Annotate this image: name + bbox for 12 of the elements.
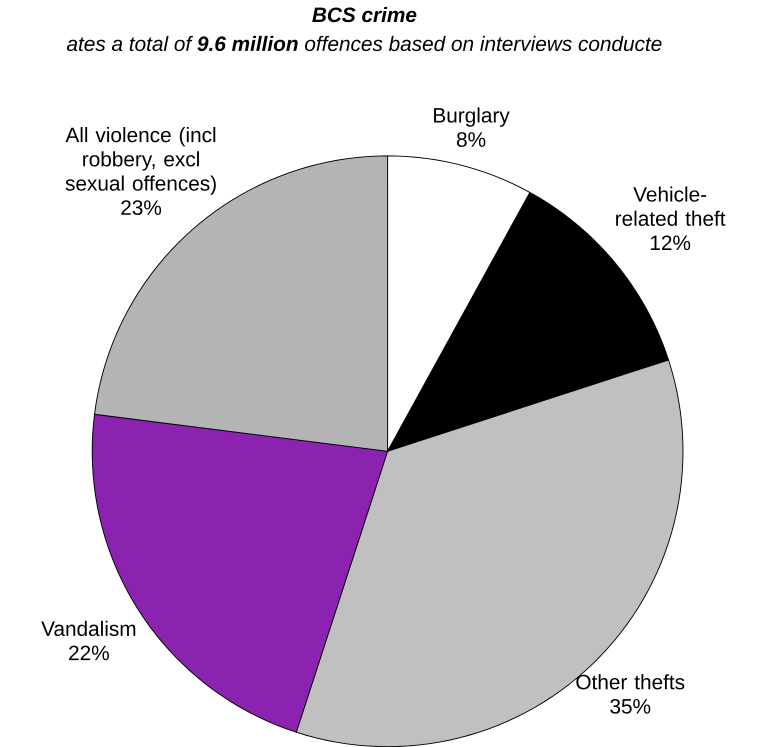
chart-title: BCS crime — [312, 6, 416, 22]
slice-label: Vandalism — [41, 620, 136, 636]
slice-label: Burglary — [434, 107, 510, 127]
data-label: 8% — [456, 132, 486, 147]
slice-label: Other thefts — [576, 674, 684, 690]
chart-subtitle: ates a total of 9.6 million offences based on interviews conducte — [66, 36, 662, 52]
slice-label: Vehicle-related theft — [616, 186, 726, 226]
data-label: 35% — [610, 698, 650, 714]
slice-label: All violence (incl robbery, excl sexual offences) — [65, 126, 216, 195]
data-label: 12% — [650, 235, 690, 250]
data-label: 22% — [69, 646, 109, 660]
data-label: 23% — [121, 200, 162, 215]
